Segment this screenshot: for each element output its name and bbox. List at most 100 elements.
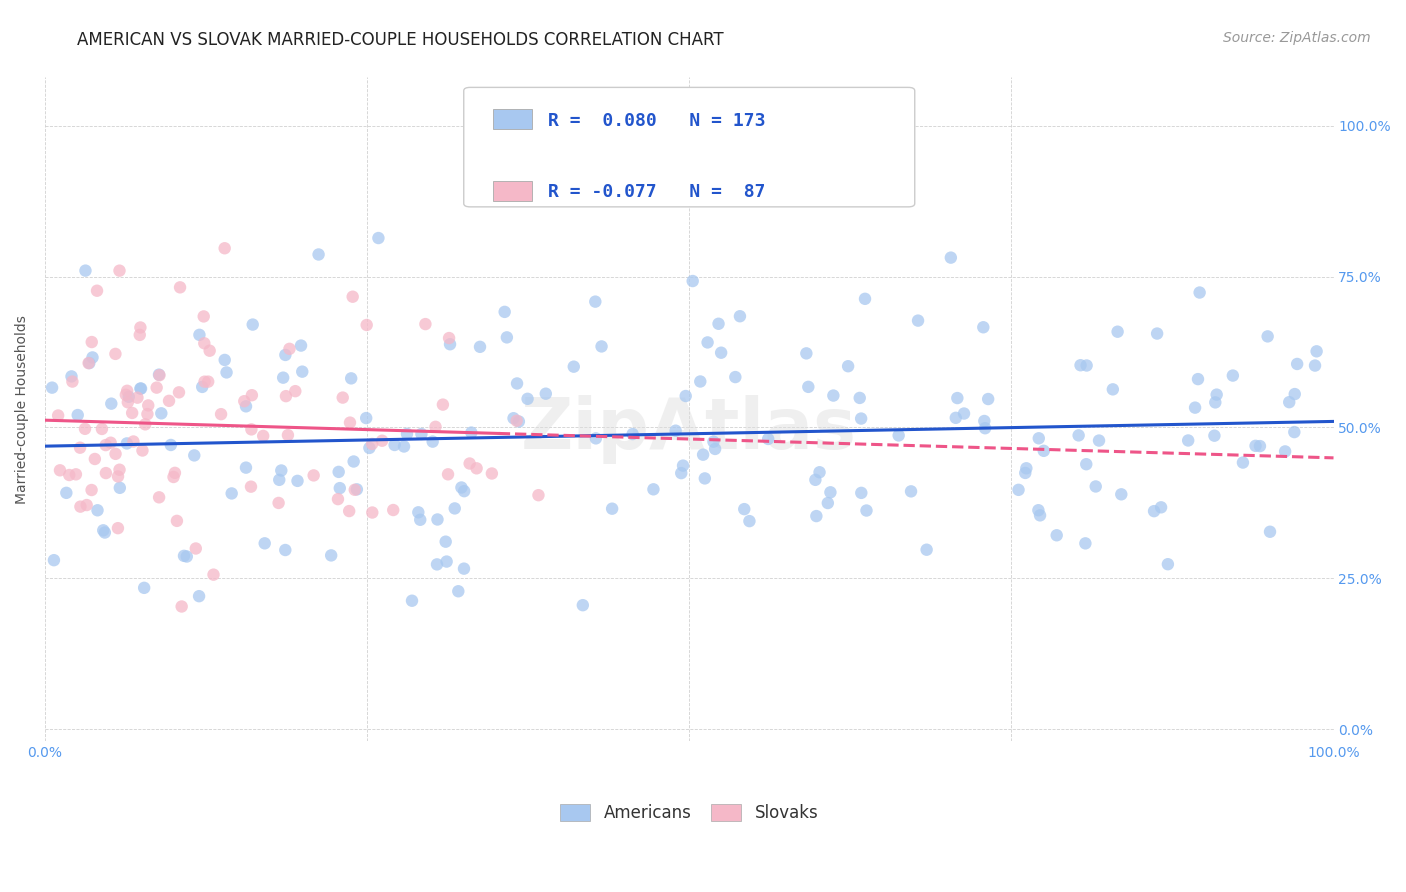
Point xyxy=(1076,359,1098,373)
Point xyxy=(689,375,711,389)
Point xyxy=(58,468,80,483)
Point xyxy=(129,382,152,396)
Point xyxy=(321,549,343,563)
Point xyxy=(1257,329,1279,343)
Point xyxy=(395,426,418,441)
FancyBboxPatch shape xyxy=(464,87,915,207)
Point xyxy=(465,461,488,475)
Point xyxy=(148,368,170,383)
Point xyxy=(41,381,63,395)
Point xyxy=(166,514,188,528)
Point xyxy=(1032,443,1054,458)
Point xyxy=(83,452,105,467)
Point xyxy=(157,393,180,408)
Point xyxy=(434,534,457,549)
Point xyxy=(274,389,297,403)
Point xyxy=(65,467,87,482)
Point xyxy=(127,391,149,405)
Point xyxy=(274,543,297,558)
Point xyxy=(426,512,449,526)
Point xyxy=(163,466,186,480)
Point xyxy=(337,504,360,518)
Point xyxy=(209,407,232,421)
Point xyxy=(693,471,716,485)
Point xyxy=(94,525,117,540)
Point xyxy=(953,407,976,421)
Point xyxy=(215,366,238,380)
Point xyxy=(55,486,77,500)
Point xyxy=(534,386,557,401)
Point xyxy=(367,231,389,245)
Point xyxy=(356,318,378,332)
Point xyxy=(1074,536,1097,550)
Point xyxy=(977,392,1000,406)
Point xyxy=(198,343,221,358)
Point xyxy=(60,375,83,389)
Point xyxy=(1143,504,1166,518)
Point xyxy=(1204,428,1226,442)
Point xyxy=(820,485,842,500)
Point xyxy=(117,395,139,409)
Point xyxy=(450,481,472,495)
Point xyxy=(118,390,141,404)
Point xyxy=(1303,359,1326,373)
Point xyxy=(77,356,100,370)
Point xyxy=(585,431,607,445)
Point xyxy=(100,397,122,411)
Point xyxy=(946,391,969,405)
Point xyxy=(80,334,103,349)
Point xyxy=(733,502,755,516)
Point xyxy=(188,327,211,342)
Point xyxy=(1076,457,1098,471)
Point xyxy=(271,370,294,384)
Point xyxy=(183,449,205,463)
Point xyxy=(371,434,394,448)
Point xyxy=(1232,456,1254,470)
Point xyxy=(900,484,922,499)
Point xyxy=(274,348,297,362)
Point xyxy=(69,441,91,455)
Point xyxy=(621,427,644,442)
Point xyxy=(425,419,447,434)
Point xyxy=(287,474,309,488)
Point xyxy=(447,584,470,599)
Point xyxy=(115,436,138,450)
Point xyxy=(326,492,349,507)
Point xyxy=(453,484,475,499)
Point xyxy=(851,486,873,500)
Point xyxy=(69,500,91,514)
Point xyxy=(849,411,872,425)
Point xyxy=(1157,558,1180,572)
Point xyxy=(458,457,481,471)
Point xyxy=(145,381,167,395)
Point xyxy=(502,411,524,425)
Point xyxy=(167,385,190,400)
Point xyxy=(696,335,718,350)
Point xyxy=(278,342,301,356)
Point xyxy=(332,391,354,405)
Point xyxy=(707,317,730,331)
Point xyxy=(527,488,550,502)
Point xyxy=(808,465,831,479)
FancyBboxPatch shape xyxy=(494,110,531,129)
Point xyxy=(148,491,170,505)
Point xyxy=(46,409,69,423)
Point xyxy=(422,434,444,449)
Point xyxy=(1029,508,1052,523)
Point xyxy=(170,599,193,614)
Point xyxy=(675,389,697,403)
Point xyxy=(104,347,127,361)
Point xyxy=(945,410,967,425)
Point xyxy=(267,496,290,510)
Point xyxy=(432,398,454,412)
Point xyxy=(704,442,727,456)
Point xyxy=(235,400,257,414)
Point xyxy=(1205,387,1227,401)
Point xyxy=(136,398,159,412)
Point xyxy=(837,359,859,374)
Point xyxy=(339,416,361,430)
Point xyxy=(159,438,181,452)
Point xyxy=(738,514,761,528)
Point xyxy=(437,467,460,482)
Text: R = -0.077   N =  87: R = -0.077 N = 87 xyxy=(547,183,765,202)
